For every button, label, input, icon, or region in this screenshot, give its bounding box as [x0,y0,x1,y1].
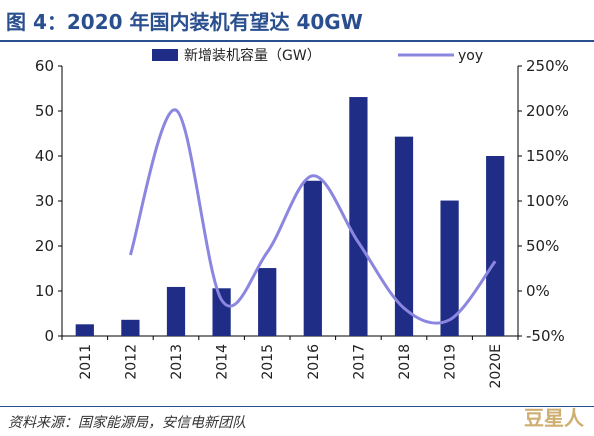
title-rule [0,40,594,42]
left-axis-tick-label: 50 [35,102,54,120]
x-axis-tick-label: 2013 [169,344,185,380]
page-title: 图 4：2020 年国内装机有望达 40GW [6,10,363,34]
x-axis-tick-label: 2020E [488,344,504,388]
bar-2011 [75,324,94,336]
watermark: 豆星人 [524,406,584,430]
bar-2013 [166,286,186,336]
bar-2012 [121,319,140,336]
left-axis-tick-label: 40 [35,147,54,165]
right-axis-tick-label: -50% [526,327,565,345]
legend-label-bar: 新增装机容量（GW） [184,47,321,64]
left-axis-tick-label: 20 [35,237,54,255]
left-axis-tick-label: 30 [35,192,54,210]
right-axis-tick-label: 0% [526,282,550,300]
right-axis-tick-label: 100% [526,192,569,210]
legend-swatch-bar [152,49,178,61]
x-axis-tick-label: 2015 [260,344,276,380]
left-axis-tick-label: 10 [35,282,54,300]
bar-2017 [349,97,368,336]
x-axis-tick-label: 2019 [443,344,459,380]
bar-2015 [258,268,277,336]
bar-2014 [212,288,231,336]
source-rule [0,406,594,407]
x-axis-tick-label: 2014 [215,344,231,380]
yoy-line [128,108,497,325]
x-axis-tick-label: 2018 [397,344,413,380]
x-axis-tick-label: 2011 [78,344,94,380]
left-axis-tick-label: 0 [44,327,54,345]
x-axis-tick-label: 2016 [306,344,322,380]
bar-2018 [394,136,414,336]
right-axis-tick-label: 250% [526,57,569,75]
bar-2020E [486,156,505,336]
bar-2016 [303,180,322,336]
x-axis-tick-label: 2017 [351,344,367,380]
x-axis-tick-label: 2012 [123,344,139,380]
right-axis-tick-label: 150% [526,147,569,165]
legend-label-line: yoy [458,48,483,64]
right-axis-tick-label: 50% [526,237,559,255]
left-axis-tick-label: 60 [35,57,54,75]
right-axis-tick-label: 200% [526,102,569,120]
source-note: 资料来源：国家能源局，安信电新团队 [8,415,246,431]
bar-2019 [440,200,459,336]
